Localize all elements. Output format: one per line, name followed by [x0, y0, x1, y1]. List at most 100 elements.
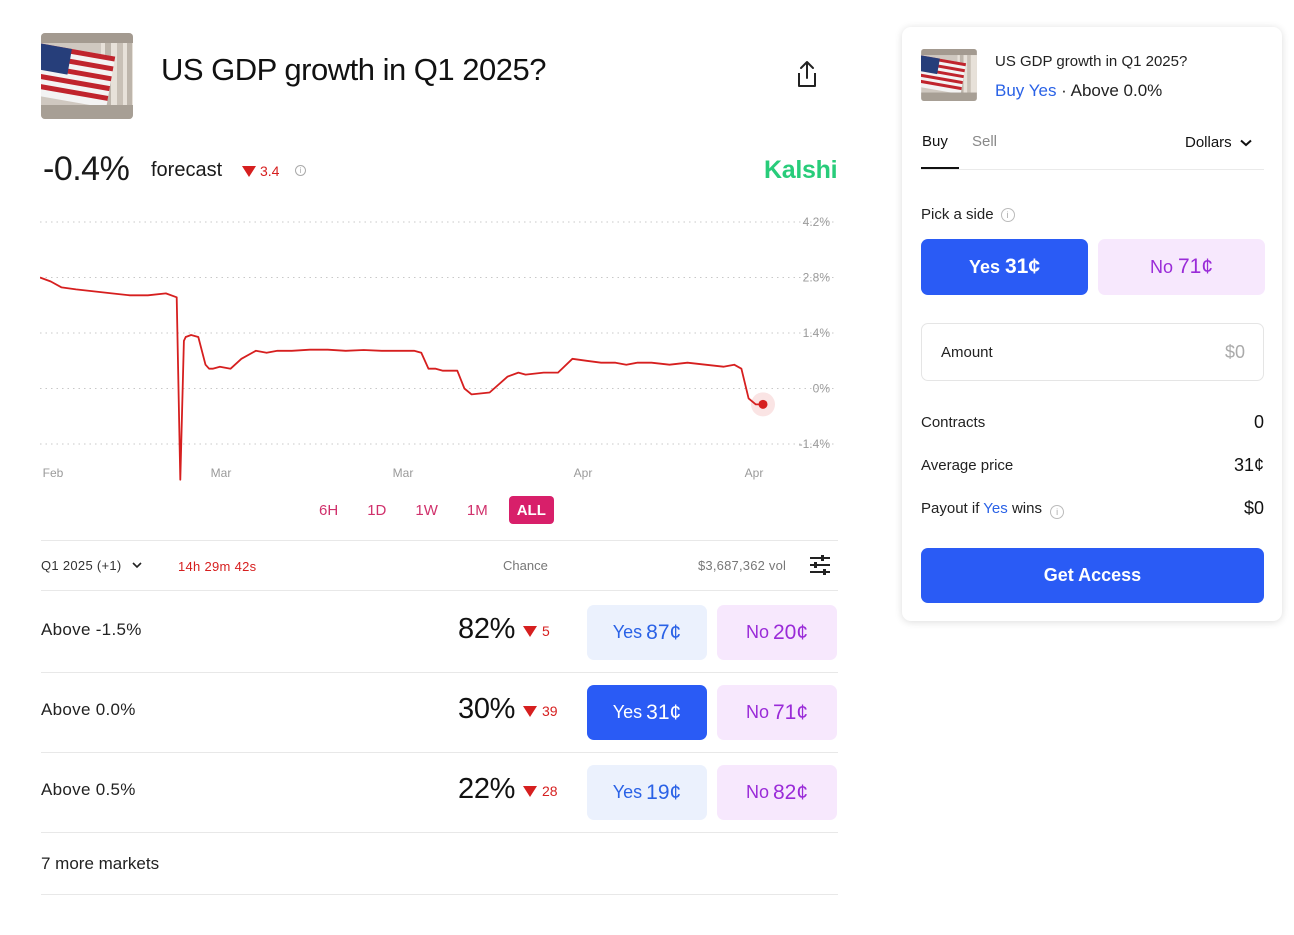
us-flag-image — [41, 33, 133, 119]
volume-label: $3,687,362 vol — [698, 558, 787, 573]
range-tab-1w[interactable]: 1W — [415, 501, 438, 519]
amount-input[interactable] — [1125, 338, 1245, 366]
market-row: Above -1.5% 82% 5 Yes 87¢ No 20¢ — [41, 590, 838, 670]
no-price: 82¢ — [772, 780, 809, 804]
info-icon[interactable]: i — [295, 165, 306, 176]
market-chance: 82% — [458, 613, 516, 645]
yes-price: 87¢ — [646, 620, 682, 644]
divider — [41, 894, 838, 895]
order-thumbnail — [921, 49, 977, 101]
currency-dropdown[interactable]: Dollars — [1185, 134, 1252, 151]
x-tick-label: Apr — [574, 466, 593, 480]
market-change-value: 28 — [542, 783, 558, 799]
payout-row: Payout if Yes wins i $0 — [921, 498, 1264, 519]
y-tick-label: 4.2% — [803, 215, 831, 229]
yes-price: 19¢ — [646, 780, 682, 804]
order-market-name: Above 0.0% — [1070, 81, 1163, 100]
pick-side-text: Pick a side — [921, 206, 994, 223]
average-price-label: Average price — [921, 457, 1014, 474]
no-price: 71¢ — [772, 700, 809, 724]
buy-yes-button[interactable]: Yes 87¢ — [587, 605, 707, 660]
order-separator: · — [1056, 81, 1071, 100]
contracts-label: Contracts — [921, 414, 986, 431]
yes-label: Yes — [612, 702, 643, 722]
market-thumbnail — [41, 33, 133, 119]
yes-price: 31¢ — [646, 700, 682, 724]
market-label: Above -1.5% — [41, 620, 142, 639]
tab-buy[interactable]: Buy — [922, 133, 948, 150]
contracts-value: 0 — [1253, 412, 1264, 432]
divider — [41, 752, 838, 753]
range-tab-1m[interactable]: 1M — [466, 501, 488, 519]
market-change-value: 5 — [542, 623, 550, 639]
tab-sell[interactable]: Sell — [972, 133, 998, 150]
pick-no-button[interactable]: No 71¢ — [1098, 239, 1265, 295]
buy-no-button[interactable]: No 71¢ — [717, 685, 837, 740]
brand-logo: Kalshi — [764, 156, 838, 184]
no-label: No — [1149, 256, 1173, 277]
market-row: Above 0.0% 30% 39 Yes 31¢ No 71¢ — [41, 670, 838, 750]
forecast-chart: 4.2% 2.8% 1.4% 0% -1.4% Feb Mar Mar Apr Apr — [40, 215, 835, 481]
order-market-title: US GDP growth in Q1 2025? — [995, 53, 1188, 70]
currency-label: Dollars — [1185, 134, 1232, 151]
market-label: Above 0.5% — [41, 780, 136, 799]
yes-label: Yes — [612, 782, 643, 802]
payout-suffix: wins — [1011, 500, 1042, 517]
filter-sliders-icon[interactable] — [808, 553, 832, 577]
info-icon[interactable]: i — [1050, 505, 1065, 519]
y-tick-label: 2.8% — [803, 271, 831, 285]
countdown-timer: 14h 29m 42s — [178, 559, 257, 574]
chevron-down-icon — [1240, 139, 1252, 146]
info-icon[interactable]: i — [1000, 207, 1015, 222]
forecast-line — [40, 276, 763, 481]
average-price-value: 31¢ — [1233, 455, 1264, 475]
forecast-label: forecast — [151, 159, 223, 181]
period-dropdown[interactable]: Q1 2025 (+1) — [41, 558, 142, 573]
divider — [41, 832, 838, 833]
yes-label: Yes — [612, 622, 643, 642]
divider — [921, 169, 1264, 170]
payout-prefix: Payout if — [921, 500, 980, 517]
share-icon[interactable] — [794, 58, 820, 90]
buy-no-button[interactable]: No 20¢ — [717, 605, 837, 660]
no-price: 71¢ — [1177, 255, 1214, 278]
down-triangle-icon — [523, 705, 537, 717]
x-tick-label: Mar — [393, 466, 414, 480]
divider — [41, 590, 838, 591]
no-label: No — [745, 622, 769, 642]
range-tab-6h[interactable]: 6H — [319, 501, 339, 519]
buy-yes-button[interactable]: Yes 31¢ — [587, 685, 707, 740]
divider — [41, 672, 838, 673]
x-tick-label: Mar — [211, 466, 232, 480]
average-price-row: Average price 31¢ — [921, 455, 1264, 475]
range-tab-all[interactable]: ALL — [508, 496, 554, 524]
y-tick-label: -1.4% — [799, 437, 831, 451]
market-change-value: 39 — [542, 703, 558, 719]
yes-label: Yes — [968, 256, 1000, 277]
us-flag-image — [921, 49, 977, 101]
payout-value: $0 — [1243, 498, 1264, 518]
forecast-value: -0.4% — [43, 150, 130, 188]
down-triangle-icon — [242, 165, 256, 177]
more-markets-link[interactable]: 7 more markets — [41, 854, 160, 873]
market-chance: 30% — [458, 693, 516, 725]
order-action: Buy Yes — [995, 81, 1057, 100]
market-row: Above 0.5% 22% 28 Yes 19¢ No 82¢ — [41, 750, 838, 830]
x-tick-label: Apr — [745, 466, 764, 480]
buy-yes-button[interactable]: Yes 19¢ — [587, 765, 707, 820]
down-triangle-icon — [523, 785, 537, 797]
divider — [41, 540, 838, 541]
yes-price: 31¢ — [1005, 255, 1041, 278]
market-label: Above 0.0% — [41, 700, 136, 719]
active-tab-underline — [921, 167, 959, 169]
down-triangle-icon — [523, 625, 537, 637]
get-access-button[interactable]: Get Access — [921, 548, 1264, 603]
chance-column-header: Chance — [503, 558, 548, 573]
pick-yes-button[interactable]: Yes 31¢ — [921, 239, 1088, 295]
buy-no-button[interactable]: No 82¢ — [717, 765, 837, 820]
page-title: US GDP growth in Q1 2025? — [161, 52, 546, 87]
contracts-row: Contracts 0 — [921, 412, 1264, 432]
x-tick-label: Feb — [43, 466, 64, 480]
market-chance: 22% — [458, 773, 516, 805]
range-tab-1d[interactable]: 1D — [367, 501, 387, 519]
